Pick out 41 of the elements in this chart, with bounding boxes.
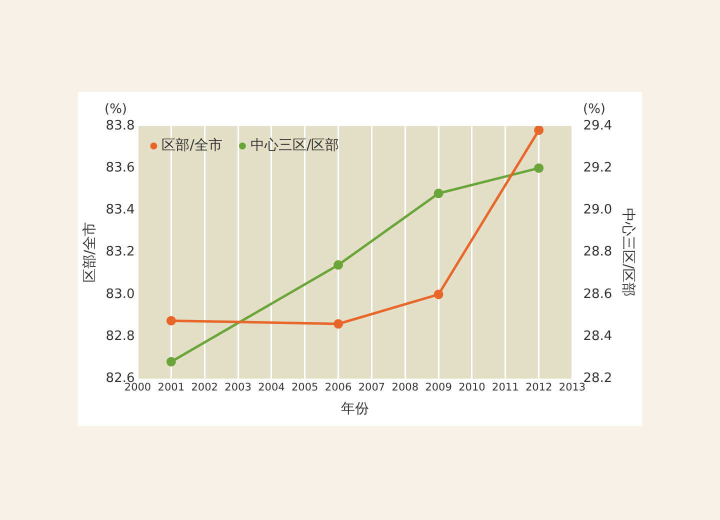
legend-label: 区部/全市	[162, 138, 222, 154]
point	[434, 188, 444, 198]
x-tick-label: 2009	[425, 382, 452, 394]
x-tick-label: 2005	[291, 382, 318, 394]
x-tick-label: 2010	[458, 382, 486, 394]
point	[534, 163, 544, 173]
y2-tick-label: 28.8	[583, 244, 612, 260]
point	[534, 126, 544, 135]
legend-label: 中心三区/区部	[250, 138, 340, 154]
y2-tick-label: 29.0	[583, 202, 612, 218]
y-tick-label: 83.2	[106, 244, 135, 260]
x-tick-label: 2002	[191, 382, 218, 394]
y-tick-label: 82.8	[106, 328, 135, 344]
x-tick-label: 2006	[324, 382, 352, 394]
x-tick-label: 2011	[492, 382, 519, 394]
y-tick-label: 83.8	[106, 118, 135, 134]
x-tick-label: 2003	[224, 382, 252, 394]
x-tick-label: 2007	[358, 382, 386, 394]
point	[334, 319, 344, 329]
y-tick-label: 83.4	[106, 202, 135, 218]
x-tick-label: 2013	[558, 382, 586, 394]
x-tick-label: 2001	[158, 382, 185, 394]
y2-tick-label: 29.2	[583, 160, 612, 176]
y2-tick-label: 28.6	[583, 286, 612, 302]
y2-tick-label: 29.4	[583, 118, 612, 134]
y2-tick-label: 28.4	[583, 328, 612, 344]
y-axis-title: 区部/全市	[82, 222, 98, 283]
y-tick-label: 83.0	[106, 286, 135, 302]
x-tick-label: 2008	[392, 382, 419, 394]
point	[334, 260, 344, 270]
x-tick-label: 2004	[258, 382, 286, 394]
text: (%)	[583, 102, 606, 117]
y-tick-label: 83.6	[106, 160, 135, 176]
x-axis-title: 年份	[341, 401, 369, 418]
y2-tick-label: 28.2	[583, 370, 612, 386]
y2-axis-title: 中心三区/区部	[620, 208, 636, 297]
text: (%)	[104, 102, 127, 117]
point	[166, 316, 176, 326]
x-tick-label: 2012	[525, 382, 552, 394]
point	[434, 290, 444, 300]
point	[166, 357, 176, 367]
